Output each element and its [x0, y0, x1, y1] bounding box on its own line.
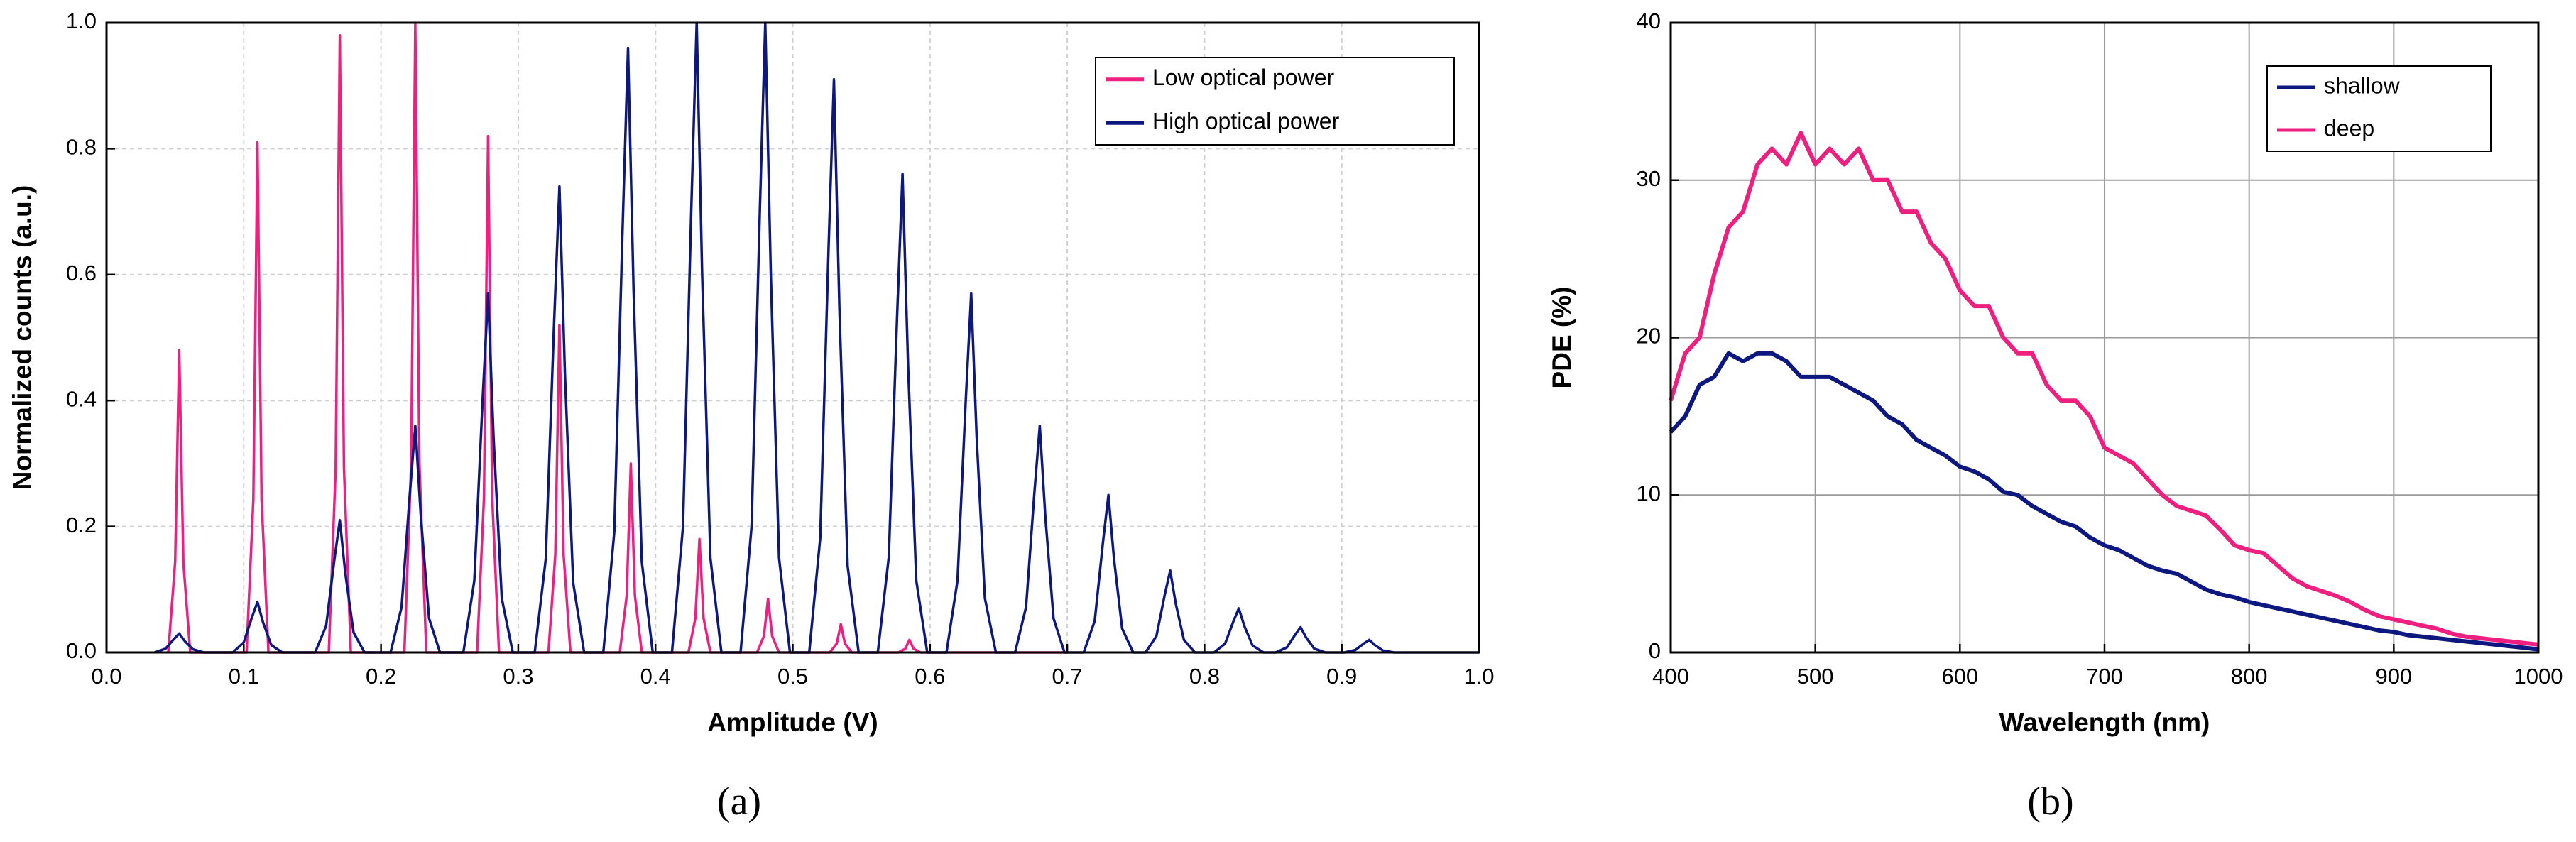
y-tick-label: 0.2 [66, 513, 97, 537]
chart: 0.0 0.1 0.2 0.3 0.4 0.5 0.6 0.7 0.8 0.9 1.0 0.0 0.2 0… [8, 9, 1495, 824]
x-tick-label: 0.1 [229, 664, 259, 689]
plot-frame [105, 21, 1480, 654]
y-tick-label: 30 [1637, 166, 1661, 191]
legend-box [2266, 65, 2492, 152]
legend-box [1095, 57, 1455, 146]
legend-label: shallow [2324, 72, 2401, 98]
y-tick-label: 0 [1649, 638, 1661, 663]
y-tick-label: 0.8 [66, 135, 97, 160]
x-tick-label: 800 [2231, 664, 2268, 689]
x-tick-label: 900 [2375, 664, 2412, 689]
x-tick-label: 0.5 [777, 664, 808, 689]
legend-label: deep [2324, 115, 2374, 141]
plot-frame [1669, 21, 2540, 654]
x-tick-label: 1000 [2514, 664, 2563, 689]
x-tick-label: 0.8 [1189, 664, 1220, 689]
data-line [1669, 131, 2539, 647]
x-tick-label: 0.3 [503, 664, 533, 689]
y-tick-label: 0.6 [66, 261, 97, 285]
x-tick-label: 0.4 [640, 664, 671, 689]
caption: (b) [2027, 780, 2073, 824]
x-tick-label: 0.6 [915, 664, 945, 689]
x-axis-title: Amplitude (V) [707, 708, 878, 737]
x-tick-label: 0.0 [91, 664, 121, 689]
x-tick-label: 0.2 [366, 664, 396, 689]
y-axis-title: Normalized counts (a.u.) [8, 185, 37, 491]
data-line [1669, 351, 2539, 652]
chart: 400 500 600 700 800 900 1000 0 10 20 30 40 Wavelengt… [1547, 9, 2563, 824]
legend-label: Low optical power [1152, 65, 1334, 90]
x-tick-label: 0.7 [1052, 664, 1083, 689]
x-axis-title: Wavelength (nm) [1999, 708, 2210, 737]
x-tick-label: 400 [1652, 664, 1689, 689]
y-tick-label: 0.0 [66, 638, 97, 663]
x-tick-label: 700 [2086, 664, 2123, 689]
caption: (a) [717, 780, 761, 824]
data-line [167, 21, 1068, 654]
y-tick-label: 1.0 [66, 9, 97, 33]
y-tick-label: 10 [1637, 481, 1661, 505]
x-tick-label: 1.0 [1463, 664, 1494, 689]
y-tick-label: 40 [1637, 9, 1661, 33]
y-axis-title: PDE (%) [1547, 287, 1576, 389]
x-tick-label: 600 [1941, 664, 1978, 689]
x-tick-label: 500 [1797, 664, 1834, 689]
legend-label: High optical power [1152, 109, 1340, 134]
x-tick-label: 0.9 [1326, 664, 1357, 689]
y-tick-label: 0.4 [66, 386, 97, 411]
y-tick-label: 20 [1637, 324, 1661, 349]
